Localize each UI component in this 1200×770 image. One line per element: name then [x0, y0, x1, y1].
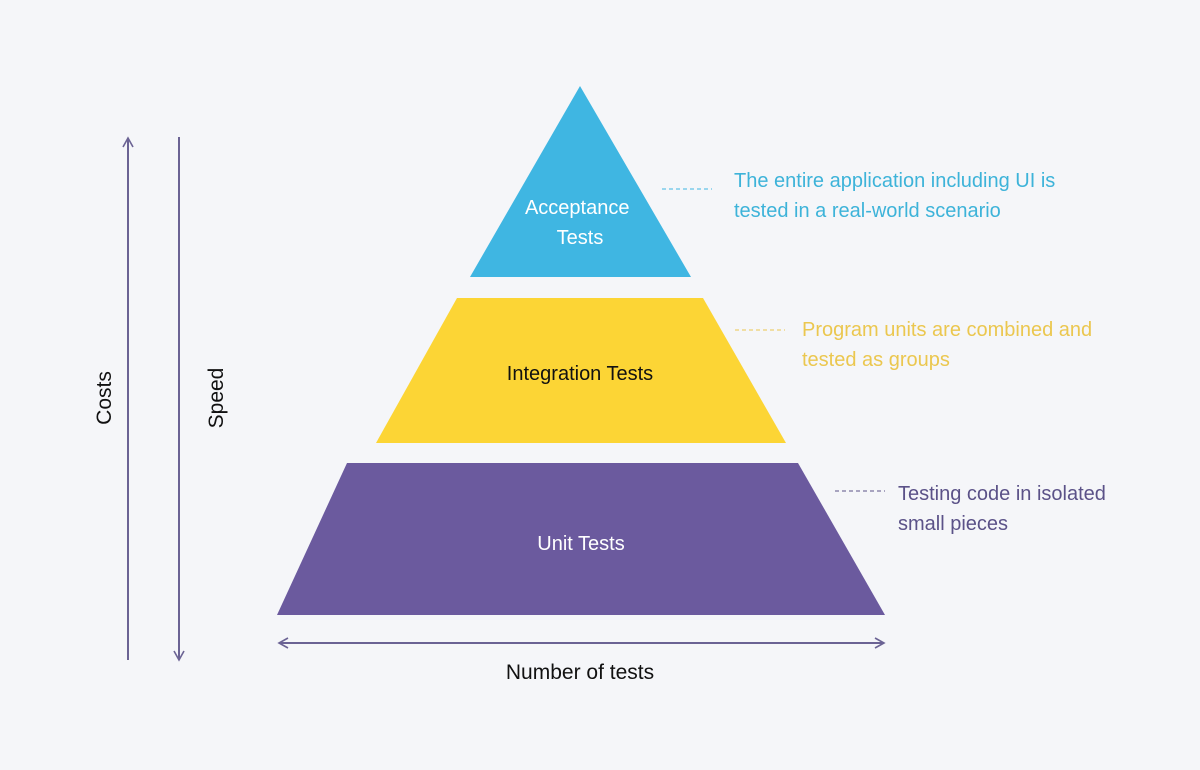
- unit-tests-layer: [277, 463, 885, 615]
- number-of-tests-label: Number of tests: [506, 661, 654, 684]
- acceptance-description: The entire application including UI is t…: [734, 170, 1061, 222]
- unit-description: Testing code in isolated small pieces: [898, 483, 1111, 535]
- unit-tests-label: Unit Tests: [537, 533, 624, 555]
- costs-label: Costs: [93, 371, 116, 425]
- acceptance-tests-label: Acceptance Tests: [525, 197, 635, 249]
- acceptance-tests-layer: [470, 86, 691, 277]
- integration-tests-layer: [376, 298, 786, 443]
- speed-label: Speed: [205, 368, 228, 429]
- integration-tests-label: Integration Tests: [507, 363, 653, 385]
- integration-description: Program units are combined and tested as…: [802, 319, 1098, 371]
